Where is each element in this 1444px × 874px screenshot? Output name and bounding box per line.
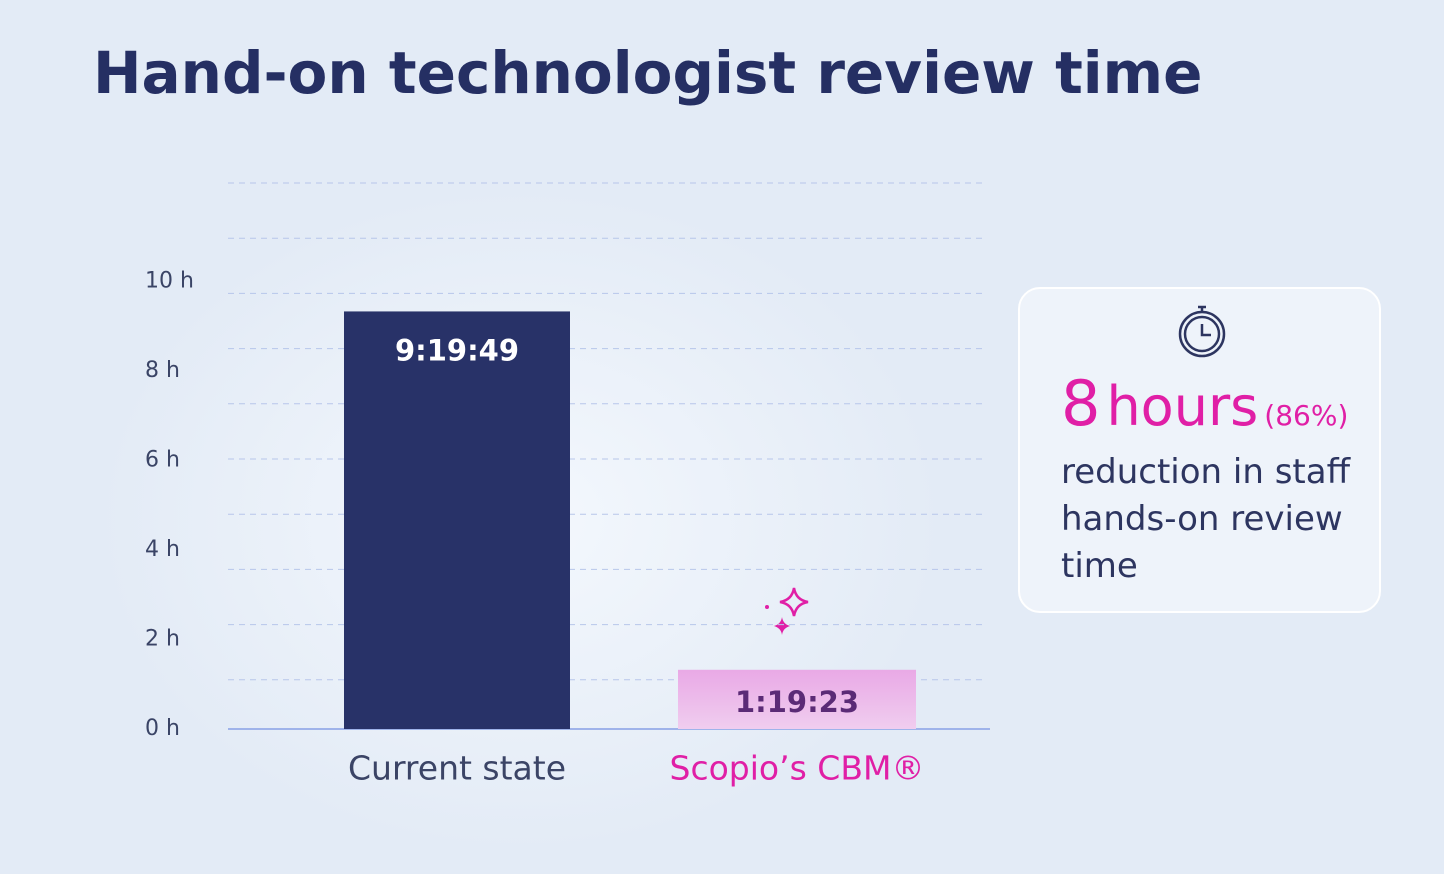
description: reduction in staff hands-on review time: [1061, 452, 1351, 586]
sparkle-icon: [765, 587, 809, 635]
stopwatch-icon: [1178, 305, 1226, 358]
bar: [678, 669, 916, 729]
summary-card: 8 hours (86%) reduction in staff hands-on …: [1018, 287, 1381, 613]
highlight: 8 hours (86%): [1061, 367, 1348, 440]
highlight-unit: hours: [1106, 375, 1259, 438]
bar: [344, 311, 570, 729]
x-tick-label: Current state: [348, 749, 566, 788]
chart-title: Hand-on technologist review time: [93, 39, 1202, 107]
y-tick-label: 4 h: [145, 537, 180, 562]
y-tick-label: 6 h: [145, 447, 180, 472]
y-tick-label: 0 h: [145, 716, 180, 741]
y-tick-label: 8 h: [145, 358, 180, 383]
y-tick-label: 2 h: [145, 626, 180, 651]
y-tick-label: 10 h: [145, 268, 194, 293]
highlight-percent: (86%): [1264, 399, 1349, 432]
value-label: 9:19:49: [395, 333, 519, 367]
highlight-value: 8: [1061, 367, 1101, 440]
value-label: 1:19:23: [735, 685, 859, 719]
x-tick-label: Scopio’s CBM®: [670, 749, 925, 788]
